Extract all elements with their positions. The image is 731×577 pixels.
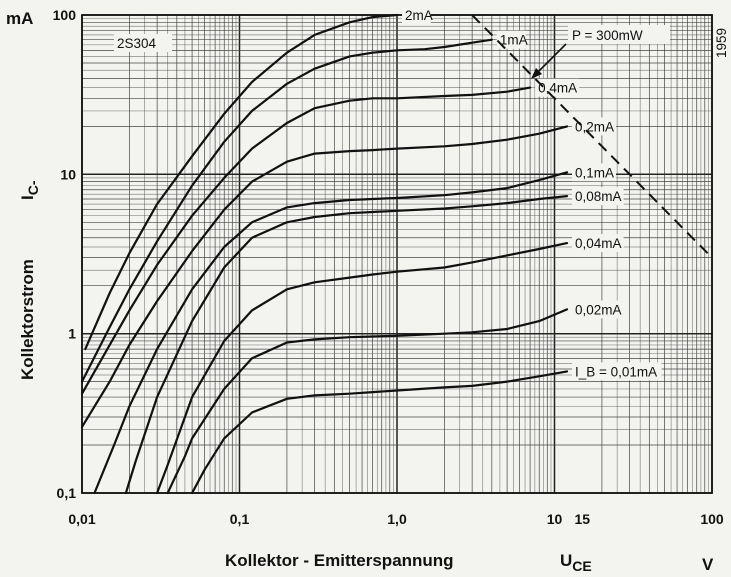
curves <box>80 13 569 495</box>
x-tick-label: 0,1 <box>230 511 250 527</box>
x-axis-title: Kollektor - Emitterspannung UCE <box>225 551 592 574</box>
x-unit-label: V <box>702 555 714 574</box>
y-tick-label: 100 <box>53 7 77 23</box>
curve-1mA <box>80 38 493 383</box>
curve-0,02mA <box>166 308 569 495</box>
svg-text:UCE: UCE <box>560 551 592 574</box>
curve-label: 0,04mA <box>575 236 622 251</box>
svg-text:Kollektorstrom: Kollektorstrom <box>18 259 37 380</box>
x-tick-label: 100 <box>700 511 724 527</box>
x-tick-label: 15 <box>574 511 590 527</box>
power-limit-arrow <box>533 43 567 77</box>
device-label: 2S304 <box>117 36 157 51</box>
axis-ticks: 0,01 0,1 1,0 10 15 100 0,1 1 10 100 <box>53 7 724 527</box>
y-tick-label: 0,1 <box>57 485 77 501</box>
curve-0,1mA <box>93 171 569 495</box>
x-tick-label: 10 <box>547 511 563 527</box>
curve-label: 1mA <box>500 33 528 48</box>
y-axis-symbol: I <box>18 195 37 200</box>
curve-0,4mA <box>80 86 532 395</box>
curve-label: 0,2mA <box>575 119 614 134</box>
power-limit-arrowhead <box>531 68 542 79</box>
curve-labels: 2mA 1mA 0,4mA 0,2mA 0,1mA 0,08mA 0,04mA 0,02mA I… <box>402 6 662 381</box>
curve-2mA <box>84 13 399 351</box>
curve-0,08mA <box>124 195 569 495</box>
y-axis-title: Kollektorstrom IC- <box>18 180 41 380</box>
y-tick-label: 10 <box>60 166 76 182</box>
curve-label: 0,1mA <box>575 165 614 180</box>
x-tick-label: 0,01 <box>68 511 95 527</box>
curve-0,04mA <box>156 242 569 495</box>
curve-label: 0,08mA <box>575 189 622 204</box>
svg-text:Kollektor - Emitterspannung: Kollektor - Emitterspannung <box>225 551 454 570</box>
grid <box>81 14 713 494</box>
curve-label: 0,4mA <box>538 81 577 96</box>
curve-label: I_B = 0,01mA <box>575 364 657 379</box>
svg-text:IC-: IC- <box>18 180 41 200</box>
y-tick-label: 1 <box>68 326 76 342</box>
y-unit-label: mA <box>6 9 33 28</box>
y-axis-subscript: C- <box>25 180 41 195</box>
year-label: 1959 <box>714 28 729 58</box>
curve-label: 0,02mA <box>575 302 622 317</box>
curve-label: 2mA <box>405 8 433 23</box>
power-limit-line <box>471 14 713 258</box>
power-limit-label: P = 300mW <box>572 28 643 43</box>
curve-0,2mA <box>80 125 569 428</box>
x-axis-symbol: U <box>560 551 572 570</box>
curve-I_B = 0,01mA <box>191 370 569 495</box>
x-tick-label: 1,0 <box>387 511 407 527</box>
x-axis-subscript: CE <box>572 558 591 574</box>
